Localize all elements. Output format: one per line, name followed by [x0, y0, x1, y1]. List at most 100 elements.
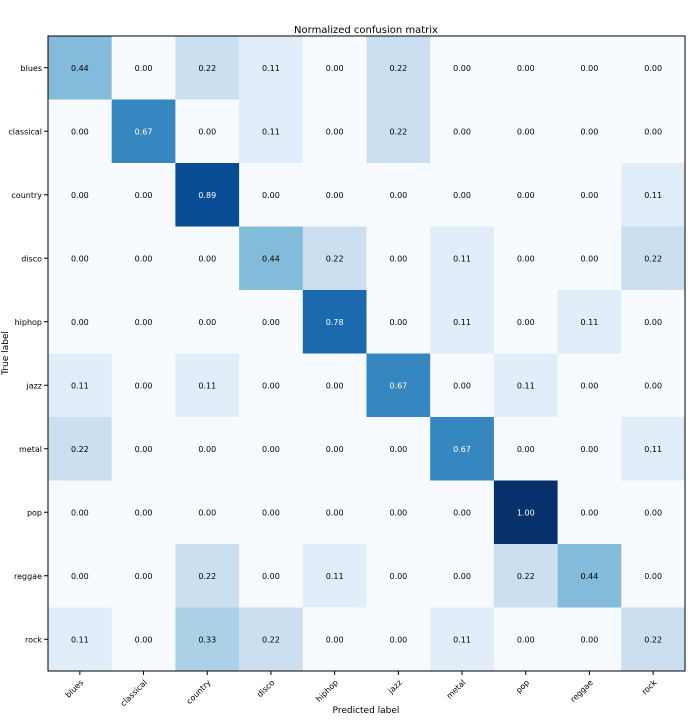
cell-value-label: 0.67 [453, 445, 471, 454]
heatmap-cell [366, 163, 431, 227]
cell-value-label: 0.00 [262, 445, 280, 454]
heatmap-cell [430, 36, 495, 100]
cell-value-label: 0.11 [198, 381, 216, 390]
cell-value-label: 0.00 [389, 254, 407, 263]
heatmap-cell [302, 607, 367, 672]
cell-value-label: 0.00 [644, 64, 662, 73]
heatmap-cell [366, 544, 431, 608]
cell-value-label: 0.00 [581, 508, 599, 517]
cell-value-label: 0.00 [644, 127, 662, 136]
heatmap-cell [175, 544, 240, 608]
cell-value-label: 0.00 [71, 508, 89, 517]
y-tick-label: disco [21, 254, 42, 263]
x-tick-label: hiphop [314, 678, 340, 704]
cell-value-label: 0.22 [644, 635, 662, 644]
heatmap-cell [239, 607, 304, 672]
heatmap-cell [302, 353, 367, 418]
heatmap-cell [48, 607, 113, 672]
heatmap-cell [557, 607, 622, 672]
x-tick-label: rock [640, 678, 659, 697]
heatmap-cell [175, 480, 240, 545]
heatmap-cell [48, 544, 113, 608]
cell-value-label: 0.11 [262, 64, 280, 73]
cell-value-label: 0.00 [453, 127, 471, 136]
y-tick-label: reggae [14, 572, 42, 581]
y-tick-label: classical [8, 127, 42, 136]
cell-value-label: 0.00 [389, 572, 407, 581]
y-axis-ticks: blues classical country disco hiphop jazz meta… [8, 64, 48, 644]
heatmap-cell [111, 544, 176, 608]
x-tick-label: country [185, 678, 213, 706]
cell-value-label: 0.00 [453, 508, 471, 517]
cell-value-label: 0.00 [644, 508, 662, 517]
cell-value-label: 0.00 [389, 445, 407, 454]
cell-value-label: 0.11 [453, 254, 471, 263]
cell-value-label: 0.22 [644, 254, 662, 263]
heatmap-cell [557, 99, 622, 164]
heatmap-cell [111, 353, 176, 418]
heatmap-cell [302, 99, 367, 164]
cell-value-label: 0.22 [389, 127, 407, 136]
cell-value-label: 0.00 [326, 445, 344, 454]
heatmap-cell [621, 163, 686, 227]
cell-value-label: 0.00 [581, 64, 599, 73]
cell-value-label: 0.22 [198, 64, 216, 73]
cell-value-label: 0.00 [71, 191, 89, 200]
cell-value-label: 0.00 [135, 64, 153, 73]
cell-value-label: 0.00 [581, 381, 599, 390]
heatmap-cell [239, 36, 304, 100]
heatmap-cell [493, 417, 559, 481]
heatmap-cell [111, 163, 176, 227]
heatmap-cell [557, 290, 622, 354]
y-tick-label: pop [27, 508, 42, 517]
cell-value-label: 0.00 [581, 635, 599, 644]
cell-value-label: 0.00 [389, 318, 407, 327]
x-tick-label: pop [514, 678, 531, 695]
heatmap-cell [48, 290, 113, 354]
heatmap-cell [239, 544, 304, 608]
heatmap-cell [493, 353, 559, 418]
heatmap-cell [48, 163, 113, 227]
cell-value-label: 0.11 [326, 572, 344, 581]
heatmap-cell [557, 417, 622, 481]
heatmap-cell [302, 544, 367, 608]
cell-value-label: 0.00 [135, 254, 153, 263]
heatmap-cell [48, 480, 113, 545]
cell-value-label: 0.00 [262, 318, 280, 327]
heatmap-cell [557, 480, 622, 545]
cell-value-label: 0.67 [389, 381, 407, 390]
cell-value-label: 0.00 [71, 127, 89, 136]
cell-value-label: 0.00 [389, 508, 407, 517]
y-tick-label: jazz [25, 381, 42, 390]
heatmap-cell [366, 36, 431, 100]
x-tick-label: jazz [386, 678, 404, 696]
heatmap-cell [493, 480, 559, 545]
x-tick-label: reggae [569, 678, 595, 704]
cell-value-label: 0.00 [581, 127, 599, 136]
cell-value-label: 0.00 [135, 445, 153, 454]
cell-value-label: 0.00 [517, 318, 535, 327]
heatmap-cell [175, 226, 240, 291]
cell-value-label: 0.00 [198, 508, 216, 517]
cell-value-label: 0.00 [198, 127, 216, 136]
cell-value-label: 0.00 [71, 318, 89, 327]
heatmap-cell [302, 290, 367, 354]
heatmap-cell [430, 480, 495, 545]
cell-value-label: 0.00 [517, 127, 535, 136]
heatmap-cell [366, 99, 431, 164]
cell-value-label: 0.11 [453, 635, 471, 644]
cell-value-label: 0.00 [135, 635, 153, 644]
heatmap-cell [621, 480, 686, 545]
heatmap-cell [621, 544, 686, 608]
heatmap-cell [302, 36, 367, 100]
cell-value-label: 0.00 [517, 191, 535, 200]
heatmap-cell [111, 417, 176, 481]
heatmap-cell [239, 480, 304, 545]
heatmap-cell [239, 163, 304, 227]
heatmap-cell [175, 607, 240, 672]
heatmap-cell [366, 226, 431, 291]
heatmap-cell [621, 99, 686, 164]
heatmap-cell [430, 607, 495, 672]
cell-value-label: 0.11 [581, 318, 599, 327]
heatmap-cell [366, 353, 431, 418]
